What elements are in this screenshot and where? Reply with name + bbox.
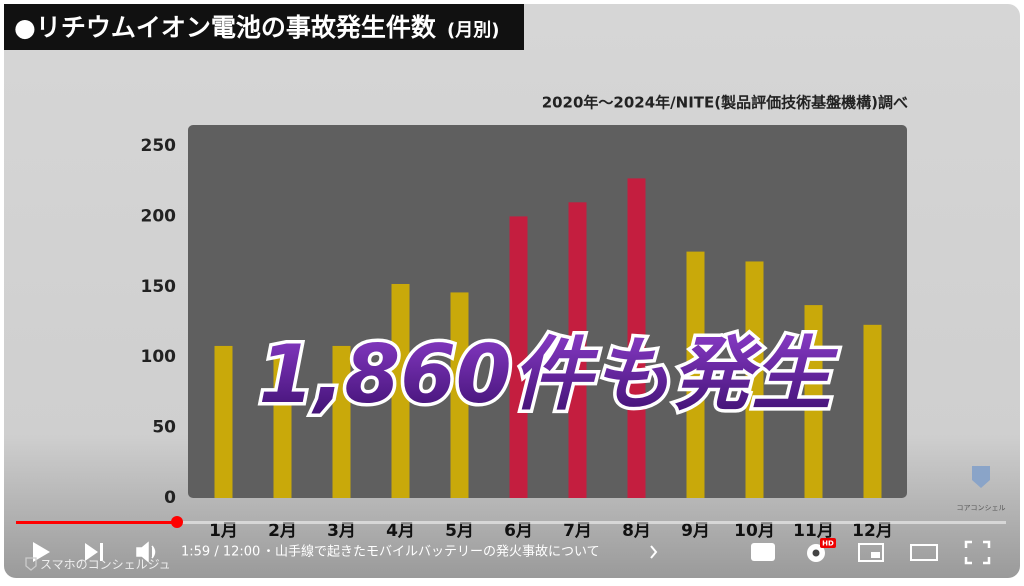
y-tick-label: 250 (141, 136, 177, 156)
y-tick-label: 200 (141, 206, 177, 226)
x-tick-label: 1月 (209, 521, 238, 541)
volume-button[interactable] (136, 541, 156, 563)
x-tick-label: 10月 (734, 521, 775, 541)
annotation: 1,860件も発生 (258, 328, 838, 421)
bar (332, 345, 351, 498)
bar (273, 348, 292, 498)
bar (509, 216, 528, 498)
watermark-icon (25, 557, 37, 571)
hd-badge-text: HD (822, 540, 834, 548)
x-tick-label: 11月 (793, 521, 834, 541)
chart: 0 50 100 150 200 250 1月 2月 3月 4月 5月 6月 7月 8月 9月 10月 11月 1… (141, 136, 893, 541)
play-button[interactable] (33, 542, 50, 562)
chapter-arrow[interactable] (650, 545, 658, 559)
bar (450, 292, 469, 498)
subtitles-button[interactable] (751, 543, 775, 561)
x-tick-label: 7月 (563, 521, 592, 541)
y-tick-label: 50 (152, 418, 176, 438)
x-tick-label: 3月 (327, 521, 356, 541)
chart-title-suffix: (月別) (447, 20, 499, 41)
bar (863, 324, 882, 498)
y-tick-label: 100 (141, 347, 177, 367)
bar (627, 178, 646, 498)
x-tick-label: 9月 (681, 521, 710, 541)
bar (745, 261, 764, 498)
bar (214, 345, 233, 498)
hd-badge (820, 538, 836, 548)
x-tick-label: 2月 (268, 521, 297, 541)
miniplayer-inner (871, 552, 880, 558)
plot-area (188, 125, 907, 498)
y-tick-label: 150 (141, 277, 177, 297)
logo-icon (972, 466, 990, 488)
title-box (4, 4, 524, 50)
time-display: 1:59 / 12:00 (181, 545, 260, 560)
progress-played (16, 521, 177, 524)
x-tick-label: 12月 (852, 521, 893, 541)
progress-scrubber[interactable] (171, 516, 183, 528)
channel-watermark: スマホのコンシェルジュ (40, 558, 171, 572)
next-button[interactable] (85, 543, 103, 561)
x-tick-label: 5月 (445, 521, 474, 541)
theater-button[interactable] (910, 544, 938, 561)
chapter-title[interactable]: ・山手線で起きたモバイルバッテリーの発火事故について (262, 544, 600, 560)
settings-hole (812, 549, 820, 557)
bar (804, 305, 823, 498)
x-tick-label: 6月 (504, 521, 533, 541)
fullscreen-button[interactable] (964, 540, 991, 565)
miniplayer-button[interactable] (858, 543, 884, 562)
y-tick-label: 0 (164, 488, 176, 508)
chart-title: ●リチウムイオン電池の事故発生件数 (14, 13, 437, 42)
chart-subtitle: 2020年～2024年/NITE(製品評価技術基盤機構)調べ (542, 94, 908, 112)
x-tick-label: 8月 (622, 521, 651, 541)
logo-text: コアコンシェル (957, 504, 1006, 512)
x-tick-label: 4月 (386, 521, 415, 541)
bar (686, 251, 705, 498)
bar (568, 202, 587, 498)
progress-track[interactable] (16, 521, 1006, 524)
bar (391, 283, 410, 498)
